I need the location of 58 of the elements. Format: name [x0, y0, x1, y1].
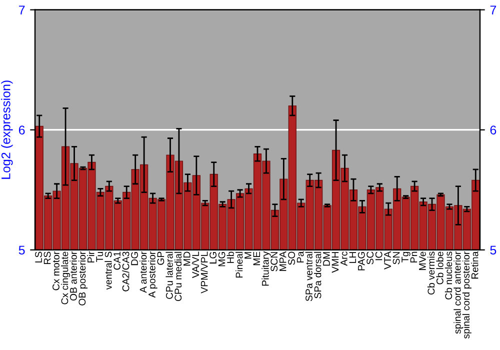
- x-tick-label: Cx motor: [52, 251, 60, 290]
- x-tick-label: IC: [375, 252, 382, 260]
- x-tick-label: SPa ventral: [305, 252, 312, 302]
- x-tick-label: VMH: [332, 252, 339, 273]
- x-tick-label: SCN: [270, 252, 278, 272]
- x-tick-label: Pir: [87, 251, 94, 262]
- x-tick-label: VA/VL: [192, 252, 200, 278]
- x-tick-label: DM: [323, 252, 330, 266]
- x-tick-label: ventral S: [104, 252, 112, 290]
- x-tick-label: Pituitary: [262, 251, 271, 286]
- x-tick-label: MVe: [419, 252, 426, 270]
- x-tick-label: ME: [253, 252, 260, 266]
- x-tick-label: A anterior: [140, 251, 147, 293]
- y2-tick-label: 6: [490, 126, 496, 134]
- y-tick-label: 5: [18, 246, 25, 255]
- x-tick-label: RS: [44, 252, 51, 264]
- x-tick-label: Tg: [402, 252, 410, 262]
- x-tick-label: CA2/CA3: [122, 252, 130, 292]
- x-tick-label: CA1: [114, 252, 120, 270]
- x-tick-label: Cb lobe: [436, 252, 444, 284]
- x-tick-label: Pa: [296, 251, 304, 262]
- x-tick-label: VTA: [384, 251, 391, 270]
- x-tick-label: Pineal: [236, 252, 243, 278]
- x-tick-label: VPM/VPL: [200, 252, 208, 294]
- x-tick-label: Tu: [96, 252, 104, 262]
- x-tick-label: Cb nucleus: [444, 252, 452, 300]
- x-tick-label: SN: [392, 252, 400, 264]
- x-tick-label: LH: [349, 252, 356, 263]
- x-tick-label: GP: [157, 252, 164, 265]
- y2-tick-label: 7: [490, 6, 496, 14]
- x-tick-label: spinal cord anterior: [454, 251, 463, 334]
- x-tick-label: Arc: [340, 252, 348, 266]
- y-axis-title: Log2 (expression): [1, 80, 13, 179]
- x-tick-label: PAG: [358, 252, 365, 270]
- y-tick-label: 7: [18, 6, 25, 14]
- x-tick-label: spinal cord posterior: [462, 251, 472, 339]
- x-tick-label: MD: [184, 252, 190, 266]
- x-tick-label: CPu lateral: [166, 252, 173, 299]
- x-tick-label: LS: [35, 252, 42, 262]
- x-tick-label: Cx cingulate: [61, 252, 70, 304]
- x-tick-label: CPu medial: [174, 252, 182, 302]
- x-tick-label: SO: [288, 252, 296, 265]
- y-tick-label: 6: [18, 126, 25, 134]
- x-tick-label: LG: [210, 252, 216, 264]
- x-tick-label: OB posterior: [78, 251, 88, 306]
- x-tick-label: OB anterior: [70, 251, 77, 301]
- y2-tick-label: 5: [490, 246, 496, 255]
- x-tick-label: Pn: [410, 252, 418, 262]
- x-tick-label: Hb: [226, 252, 234, 263]
- x-tick-label: Retina: [471, 251, 478, 279]
- x-tick-label: MPA: [280, 251, 286, 271]
- x-tick-label: M: [244, 252, 252, 259]
- x-tick-label: Cb vermis: [427, 252, 435, 295]
- x-tick-label: DG: [131, 252, 138, 266]
- x-tick-label: MG: [218, 252, 226, 266]
- x-tick-label: SC: [366, 252, 374, 264]
- x-tick-label: A posterior: [148, 251, 158, 298]
- x-tick-label: SPa dorsal: [314, 252, 322, 298]
